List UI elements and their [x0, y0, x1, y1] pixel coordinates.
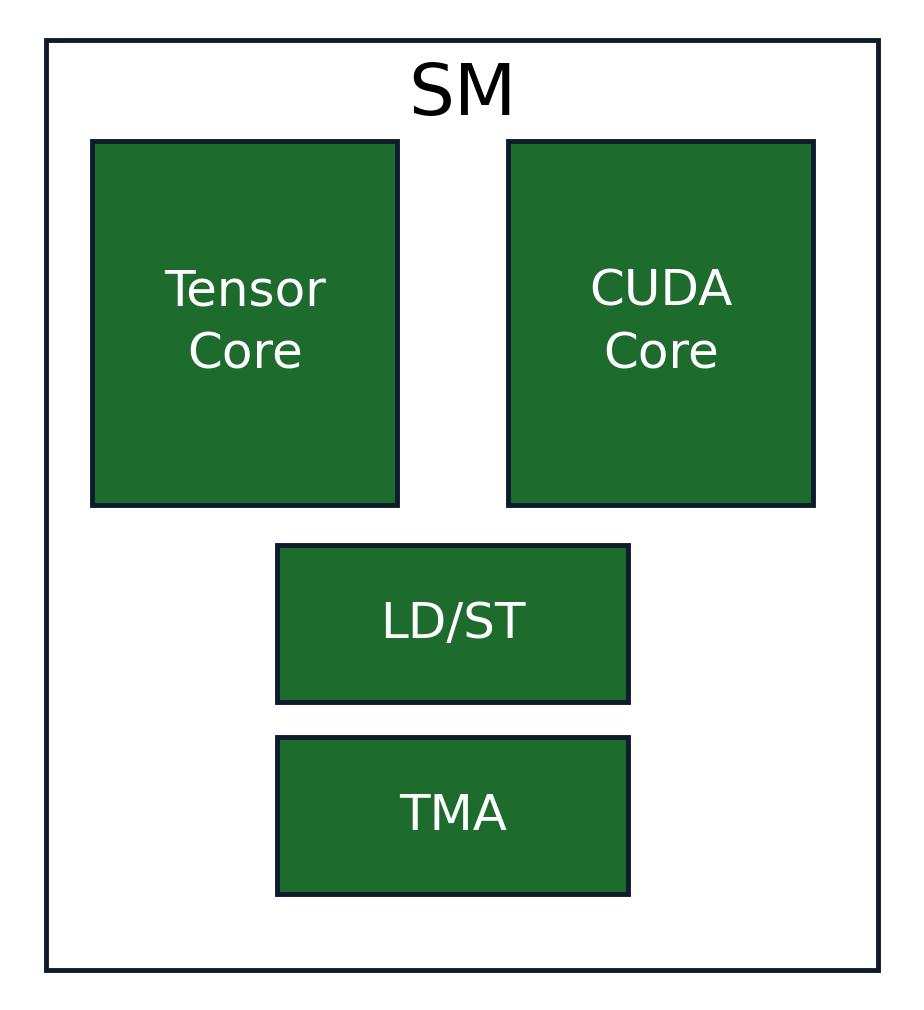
Text: CUDA
Core: CUDA Core	[589, 268, 733, 379]
Text: TMA: TMA	[399, 792, 506, 839]
Text: SM: SM	[407, 62, 517, 130]
Bar	[277, 545, 628, 702]
Bar	[277, 737, 628, 894]
Bar	[92, 141, 397, 505]
Text: LD/ST: LD/ST	[380, 600, 526, 647]
Text: Tensor
Core: Tensor Core	[164, 268, 326, 379]
Bar	[508, 141, 813, 505]
